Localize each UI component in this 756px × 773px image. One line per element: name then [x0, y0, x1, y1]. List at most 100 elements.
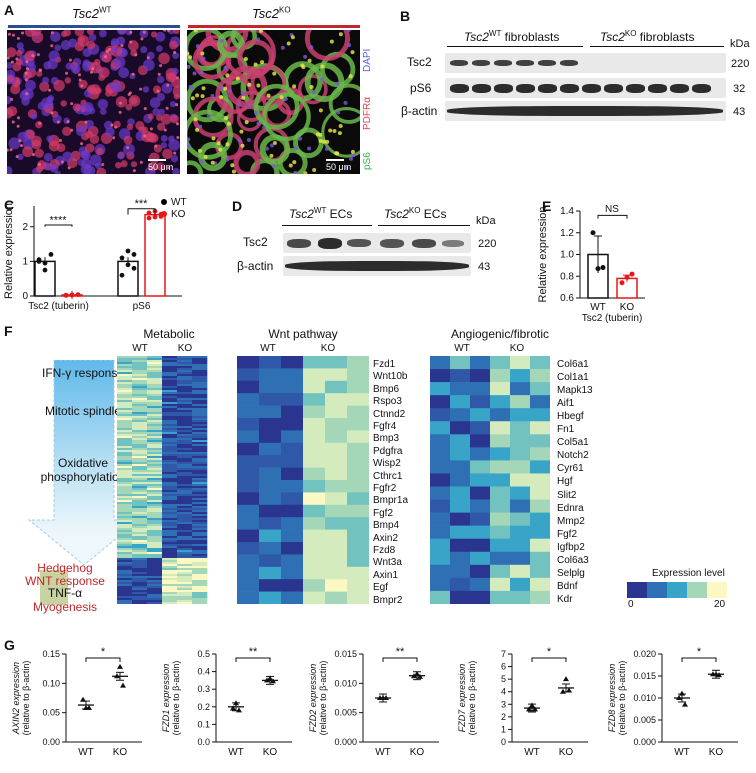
panel-label-c: C	[4, 197, 15, 213]
heatmap-metabolic-cell	[117, 410, 133, 413]
heatmap-metabolic-cell	[132, 428, 148, 431]
gene-label: Axin1	[373, 569, 399, 581]
heatmap-metabolic-cell	[192, 370, 208, 373]
heatmap-metabolic-cell	[177, 400, 193, 403]
heatmap-metabolic-cell	[192, 460, 208, 463]
heatmap-metabolic-cell	[132, 602, 148, 604]
blot-band	[494, 60, 512, 66]
panel-d-kda-tsc2: 220	[478, 238, 497, 250]
heatmap-metabolic-cell	[192, 488, 208, 491]
heatmap-wnt-cell	[347, 368, 369, 382]
heatmap-metabolic-cell	[132, 406, 148, 409]
wt-cell	[113, 56, 126, 69]
heatmap-metabolic-cell	[192, 512, 208, 515]
heatmap-metabolic-cell	[177, 558, 193, 561]
heatmap-metabolic-cell	[162, 522, 178, 525]
heatmap-metabolic-cell	[117, 460, 133, 463]
ko-signal	[307, 146, 312, 151]
wt-signal	[16, 36, 20, 40]
heatmap-metabolic-cell	[147, 482, 163, 485]
heatmap-metabolic-cell	[147, 464, 163, 467]
heatmap-metabolic-cell	[192, 414, 208, 417]
heatmap-metabolic-cell	[132, 370, 148, 373]
wt-cell	[41, 97, 53, 110]
ko-signal	[280, 45, 285, 50]
wt-cell	[89, 62, 102, 74]
heatmap-angio-cell	[510, 538, 531, 553]
heatmap-metabolic-cell	[132, 424, 148, 427]
heatmap-metabolic-cell	[147, 458, 163, 461]
wt-cell	[84, 143, 95, 153]
wt-cell	[80, 150, 90, 159]
ko-signal	[240, 90, 245, 95]
tick-label-y: 0.005	[334, 708, 357, 718]
blot-band	[472, 60, 490, 66]
heatmap-metabolic-cell	[162, 442, 178, 445]
heatmap-angio-cell	[450, 525, 471, 539]
wt-signal	[129, 40, 133, 44]
heatmap-angio-cell	[490, 447, 511, 461]
heatmap-metabolic-cell	[177, 436, 193, 439]
ko-signal	[329, 39, 334, 44]
heatmap-metabolic-cell	[162, 404, 178, 407]
heatmap-metabolic-cell	[177, 600, 193, 603]
heatmap-metabolic-cell	[177, 438, 193, 441]
heatmap-angio-cell	[490, 564, 511, 579]
heatmap-metabolic-cell	[162, 376, 178, 379]
panel-d-wt-group: Tsc2WT ECs	[289, 206, 353, 222]
ko-signal	[187, 64, 191, 69]
wt-signal	[31, 54, 35, 58]
tick-label-y: 0.3	[197, 684, 210, 694]
wt-cell	[123, 143, 135, 156]
heatmap-wnt-cell	[237, 467, 260, 481]
heatmap-metabolic-cell	[162, 418, 178, 421]
heatmap-metabolic-cell	[192, 532, 208, 535]
wt-signal	[50, 44, 54, 48]
sig-bracket	[681, 657, 717, 662]
heatmap-metabolic-cell	[147, 540, 163, 543]
gene-label: Pdgfra	[373, 445, 403, 457]
heatmap-metabolic-cell	[147, 518, 163, 521]
heatmap-metabolic-cell	[132, 384, 148, 387]
heatmap-metabolic-cell	[147, 550, 163, 553]
heatmap-metabolic-cell	[192, 502, 208, 505]
y-axis-label: AXIN2 expression	[11, 662, 21, 735]
wt-signal	[12, 33, 16, 37]
ko-signal	[200, 51, 205, 56]
data-point	[560, 688, 566, 694]
gene-label: Bmp4	[373, 520, 400, 532]
panel-b-kda-actin: 43	[733, 106, 746, 118]
heatmap-metabolic-cell	[147, 446, 163, 449]
heatmap-angio-cell	[530, 473, 550, 487]
data-point	[119, 255, 125, 261]
heatmap-metabolic-cell	[177, 480, 193, 483]
wt-signal	[38, 162, 42, 166]
heatmap-metabolic-cell	[177, 532, 193, 535]
heatmap-wnt-cell	[281, 368, 304, 382]
ko-septum	[262, 92, 311, 141]
wt-signal	[142, 30, 146, 34]
pathway-ifn: IFN-γ response	[41, 366, 125, 380]
heatmap-metabolic-cell	[147, 586, 163, 589]
heatmap-metabolic-cell	[162, 416, 178, 419]
pathway-oxphos: Oxidative phosphorylation	[40, 456, 126, 484]
heatmap-angio-cell	[430, 395, 451, 409]
heatmap-metabolic-cell	[192, 596, 208, 599]
bar-wt	[34, 260, 56, 297]
heatmap-metabolic-cell	[192, 584, 208, 587]
wt-signal	[159, 64, 163, 68]
heatmap-metabolic-cell	[147, 508, 163, 511]
heatmap-metabolic-cell	[162, 580, 178, 583]
heatmap-metabolic-cell	[192, 550, 208, 553]
blot-band	[472, 83, 491, 93]
heatmap-metabolic-cell	[162, 536, 178, 539]
gene-label: Col1a1	[557, 372, 589, 384]
heatmap-metabolic-cell	[147, 498, 163, 501]
data-point	[125, 248, 131, 254]
heatmap-metabolic-cell	[117, 520, 133, 523]
data-point	[63, 292, 69, 298]
heatmap-metabolic-cell	[117, 426, 133, 429]
heatmap-metabolic-cell	[147, 364, 163, 367]
panel-d-row-label-tsc2: Tsc2	[243, 235, 268, 249]
heatmap-metabolic-cell	[132, 582, 148, 585]
